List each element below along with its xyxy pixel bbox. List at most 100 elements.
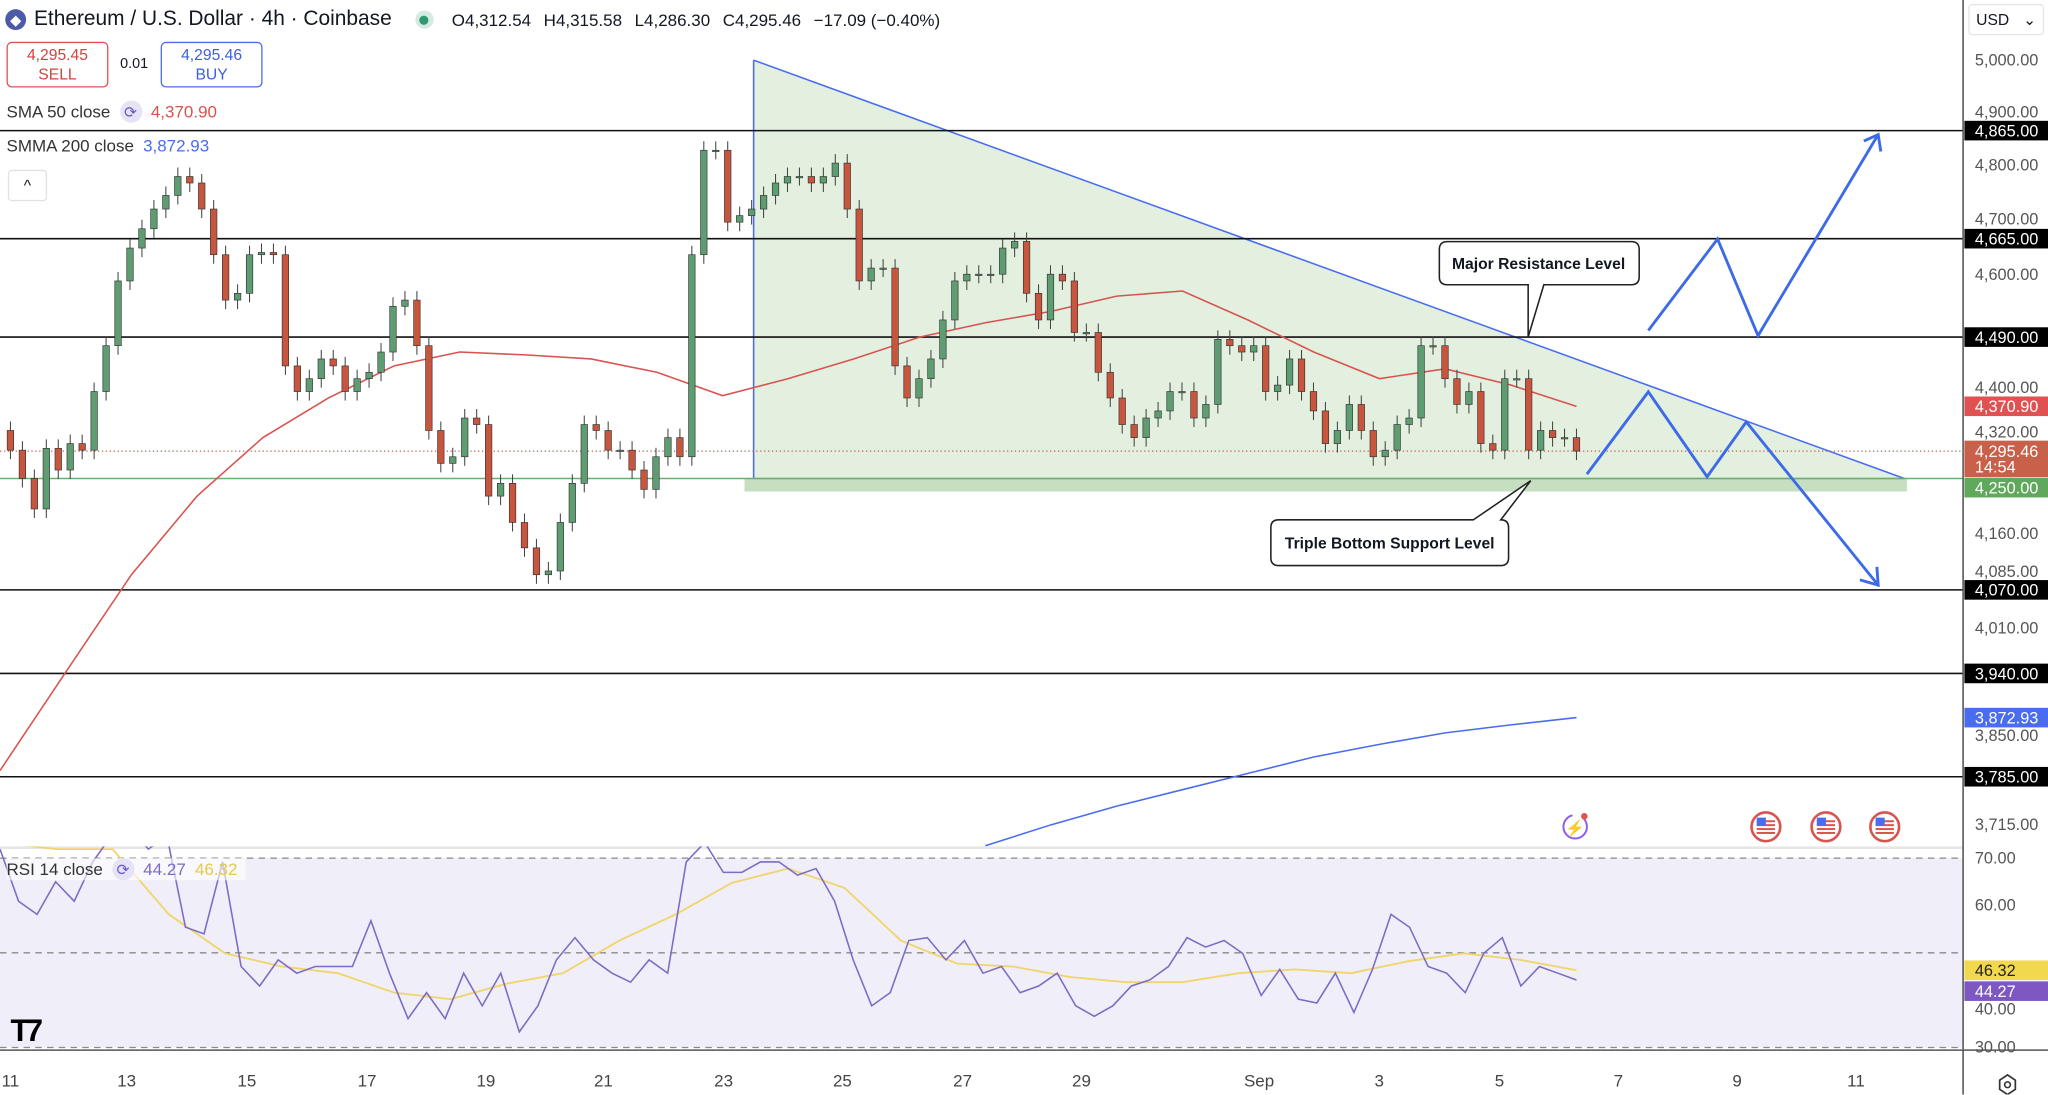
us-flag-icon[interactable] [1810, 811, 1842, 843]
candle[interactable] [736, 206, 744, 232]
candle[interactable] [1011, 232, 1019, 258]
candle[interactable] [114, 271, 122, 355]
candle[interactable] [1178, 382, 1186, 401]
settings-icon[interactable] [1998, 1073, 2017, 1095]
candle[interactable] [413, 291, 421, 355]
candle[interactable] [1250, 336, 1258, 362]
candle[interactable] [1393, 415, 1401, 460]
symbol-title[interactable]: Ethereum / U.S. Dollar · 4h · Coinbase [33, 7, 392, 31]
candle[interactable] [1094, 323, 1102, 382]
candle[interactable] [126, 239, 134, 290]
candle[interactable] [496, 474, 505, 506]
candle[interactable] [150, 200, 158, 238]
candle[interactable] [305, 369, 313, 401]
currency-select[interactable]: USD ⌄ [1968, 3, 2045, 36]
candle[interactable] [700, 141, 708, 264]
candle[interactable] [210, 200, 218, 264]
candle[interactable] [1106, 363, 1114, 408]
candle[interactable] [174, 167, 182, 205]
candle[interactable] [222, 245, 230, 310]
candle[interactable] [724, 141, 732, 232]
candle[interactable] [927, 349, 935, 388]
candle[interactable] [1309, 382, 1318, 420]
candle[interactable] [293, 356, 301, 401]
candle[interactable] [975, 265, 983, 284]
candle[interactable] [1118, 388, 1126, 434]
candle[interactable] [1489, 434, 1497, 460]
buy-button[interactable]: 4,295.46 BUY [160, 41, 263, 88]
candle[interactable] [759, 186, 768, 219]
candle[interactable] [1297, 349, 1306, 401]
candle[interactable] [1238, 336, 1246, 362]
candle[interactable] [1022, 232, 1031, 303]
candle[interactable] [748, 200, 756, 225]
candle[interactable] [604, 421, 612, 460]
candle[interactable] [1154, 401, 1162, 428]
candle[interactable] [1417, 336, 1425, 428]
sync-icon[interactable]: ⟳ [111, 858, 135, 881]
candle[interactable] [999, 239, 1007, 284]
sync-icon[interactable]: ⟳ [119, 100, 142, 123]
candle[interactable] [1513, 369, 1521, 388]
candle[interactable] [1130, 415, 1138, 447]
candle[interactable] [1274, 376, 1282, 401]
sma-legend[interactable]: SMA 50 close ⟳ 4,370.90 [7, 100, 217, 123]
candle[interactable] [783, 167, 792, 193]
candle[interactable] [640, 461, 648, 499]
candle[interactable] [987, 265, 995, 284]
candle[interactable] [102, 336, 110, 401]
lightning-event-icon[interactable]: ⚡ [1562, 813, 1588, 840]
candle[interactable] [162, 186, 170, 219]
candle[interactable] [1285, 349, 1294, 395]
candle[interactable] [1548, 421, 1557, 447]
candle[interactable] [1082, 323, 1090, 342]
candle[interactable] [257, 243, 266, 264]
candle[interactable] [855, 200, 863, 290]
candle[interactable] [1214, 330, 1222, 414]
collapse-legend-button[interactable]: ^ [7, 169, 48, 202]
candle[interactable] [473, 409, 481, 434]
candle[interactable] [508, 474, 517, 532]
candle[interactable] [831, 154, 839, 186]
candle[interactable] [353, 369, 361, 401]
candle[interactable] [461, 409, 469, 466]
candle[interactable] [1142, 409, 1150, 447]
candle[interactable] [401, 291, 409, 316]
candle[interactable] [329, 349, 337, 375]
candle[interactable] [652, 447, 660, 499]
candle[interactable] [807, 167, 815, 193]
candle[interactable] [1166, 382, 1174, 420]
candle[interactable] [485, 415, 493, 506]
candle[interactable] [365, 363, 373, 388]
candle[interactable] [1321, 401, 1330, 453]
us-flag-icon[interactable] [1750, 811, 1782, 843]
candle[interactable] [437, 421, 445, 473]
candle[interactable] [1453, 369, 1461, 414]
candle[interactable] [544, 561, 552, 584]
candle[interactable] [867, 259, 875, 290]
candle[interactable] [771, 173, 780, 205]
candle[interactable] [90, 382, 98, 460]
candle[interactable] [592, 415, 600, 440]
sell-button[interactable]: 4,295.45 SELL [6, 41, 109, 88]
candle[interactable] [712, 141, 720, 160]
candle[interactable] [951, 271, 959, 329]
candle[interactable] [6, 421, 15, 460]
candle[interactable] [616, 441, 624, 460]
candle[interactable] [78, 434, 86, 460]
candle[interactable] [1477, 382, 1485, 453]
candle[interactable] [1381, 441, 1389, 466]
candle[interactable] [245, 245, 254, 303]
candle[interactable] [1262, 336, 1270, 401]
candle[interactable] [676, 428, 684, 466]
candle[interactable] [1058, 265, 1067, 290]
candle[interactable] [664, 428, 672, 466]
candle[interactable] [425, 336, 433, 440]
candle[interactable] [1070, 271, 1078, 342]
candle[interactable] [532, 538, 541, 584]
candle[interactable] [1202, 395, 1210, 428]
candle[interactable] [520, 513, 529, 557]
candle[interactable] [138, 219, 146, 258]
candle[interactable] [18, 441, 26, 488]
candle[interactable] [1525, 369, 1533, 460]
